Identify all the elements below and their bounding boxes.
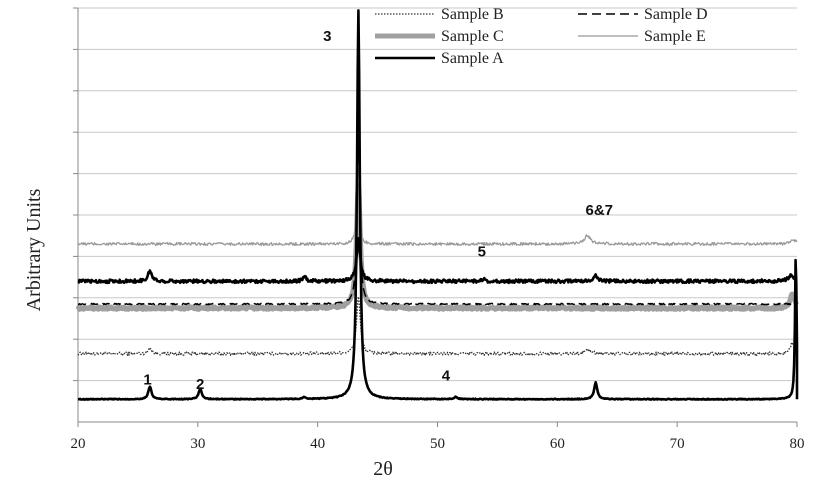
series-line bbox=[75, 182, 799, 312]
peak-annotation: 5 bbox=[478, 243, 486, 260]
legend-label: Sample A bbox=[441, 50, 504, 67]
x-tick-label: 60 bbox=[550, 436, 565, 452]
x-tick-label: 50 bbox=[430, 436, 445, 452]
series-line bbox=[77, 237, 798, 285]
series-line bbox=[77, 214, 798, 247]
legend-label: Sample B bbox=[441, 6, 504, 23]
series-line bbox=[77, 296, 798, 356]
x-tick-label: 40 bbox=[310, 436, 325, 452]
legend-label: Sample E bbox=[644, 28, 706, 45]
series-line bbox=[77, 113, 798, 306]
peak-annotation: 4 bbox=[442, 368, 451, 385]
peak-annotation: 6&7 bbox=[586, 202, 614, 219]
x-tick-label: 80 bbox=[790, 436, 805, 452]
series-lines bbox=[75, 9, 799, 401]
series-line bbox=[77, 9, 799, 401]
x-tick-label: 30 bbox=[190, 436, 205, 452]
peak-annotations: 1 2 3 4 5 6&7 bbox=[143, 28, 613, 393]
x-tick-labels: 20 30 40 50 60 70 80 bbox=[71, 422, 805, 452]
x-axis-title: 2θ bbox=[373, 458, 393, 480]
legend-label: Sample D bbox=[644, 6, 708, 23]
legend-label: Sample C bbox=[441, 28, 504, 45]
x-tick-label: 20 bbox=[71, 436, 86, 452]
peak-annotation: 1 bbox=[143, 372, 151, 389]
gridlines bbox=[73, 7, 797, 382]
legend: Sample B Sample C Sample A Sample D Sample E bbox=[375, 6, 708, 67]
peak-annotation: 3 bbox=[323, 28, 331, 45]
y-axis-title: Arbitrary Units bbox=[23, 188, 45, 311]
x-tick-label: 70 bbox=[670, 436, 685, 452]
peak-annotation: 2 bbox=[196, 376, 204, 393]
